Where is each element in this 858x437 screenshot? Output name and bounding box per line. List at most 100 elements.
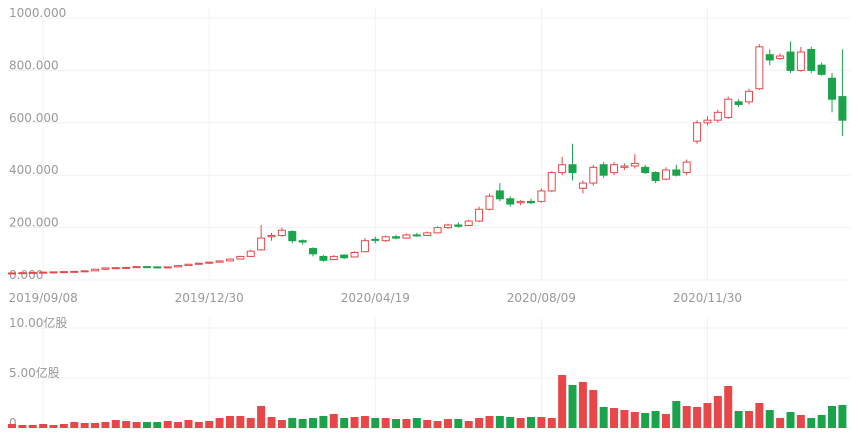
volume-bar [641,413,650,428]
volume-bar [495,416,504,428]
volume-bar [319,416,328,428]
candle-body [516,200,525,204]
candle-body [599,164,608,176]
volume-bar [423,420,432,428]
volume-bar [267,417,276,428]
volume-bar [765,410,774,428]
candle-body [277,229,286,236]
volume-bar [298,419,307,428]
candle-body [672,169,681,176]
candle-body [776,55,785,60]
candle-body [329,255,338,261]
volume-bar [360,416,369,428]
candle-body [527,200,535,204]
volume-bar [28,425,37,428]
volume-bar [682,406,691,428]
candle-body [661,169,670,180]
candle-body [506,198,515,205]
candle-body [267,234,276,238]
candle-body [142,266,151,269]
candle-body [786,51,795,71]
volume-bar [651,411,660,428]
volume-bar [236,416,245,428]
volume-bar [755,403,764,428]
candle-body [485,195,494,210]
candle-body [651,172,660,181]
candle-body [412,234,421,237]
volume-bar [39,424,48,428]
volume-bar [828,406,837,428]
candle-body [765,54,774,61]
x-tick-label: 2019/09/08 [9,291,78,305]
x-tick-label: 2020/04/19 [341,291,410,305]
candle-body [309,248,318,255]
candle-body [39,271,48,274]
candle-body [298,240,307,243]
volume-bar [91,423,100,428]
volume-bar [589,390,598,428]
y-tick-label: 10.00亿股 [9,315,67,330]
volume-bar [153,422,162,428]
volume-bar [578,382,587,428]
candle-body [163,266,172,269]
candle-body [703,119,712,124]
candle-body [392,236,401,239]
volume-bar [547,418,556,428]
volume-bar [506,417,515,428]
volume-bar [225,416,234,428]
volume-bar [101,422,110,428]
volume-bar [537,417,546,428]
volume-bar [163,421,172,428]
candle-body [464,220,473,227]
volume-bar [703,403,712,428]
candle-body [537,190,546,202]
volume-bar [381,418,390,428]
candle-body [817,64,826,75]
candle-body [693,122,702,142]
candle-body [80,270,89,273]
candle-body [724,98,733,119]
candle-body [734,101,743,105]
volume-bar [350,417,359,428]
x-tick-label: 2020/11/30 [673,291,742,305]
volume-bar [246,418,255,428]
candle-body [828,77,837,100]
volume-bar [132,422,141,428]
candle-body [215,260,224,263]
volume-bar [392,419,401,428]
candle-body [475,208,484,222]
volume-bar [464,421,473,428]
volume-bar [661,414,670,428]
volume-bar [443,419,452,428]
candle-body [641,166,650,174]
volume-bar [838,405,847,428]
volume-bar [693,407,702,428]
volume-bar [49,425,58,428]
volume-bar [454,419,463,428]
candle-body [755,46,764,90]
candle-body [70,270,79,273]
candle-body [184,263,193,267]
candle-body [630,162,639,167]
candle-body [568,164,577,174]
volume-bar [142,422,151,428]
volume-bar [558,375,567,428]
candle-body [807,48,816,71]
volume-bar [776,418,785,428]
candle-body [122,266,131,269]
candle-body [194,262,203,265]
candle-body [371,238,380,241]
candle-body [443,224,452,229]
volume-bar [329,414,338,428]
candle-body [101,267,110,270]
candle-body [433,227,442,234]
volume-bar [599,407,608,428]
volume-bar [70,422,79,428]
volume-bar [194,422,203,428]
volume-bar [620,410,629,428]
y-tick-label: 200.000 [9,216,59,230]
volume-bar [122,421,131,428]
volume-bar [433,421,442,428]
volume-bar [257,406,266,428]
